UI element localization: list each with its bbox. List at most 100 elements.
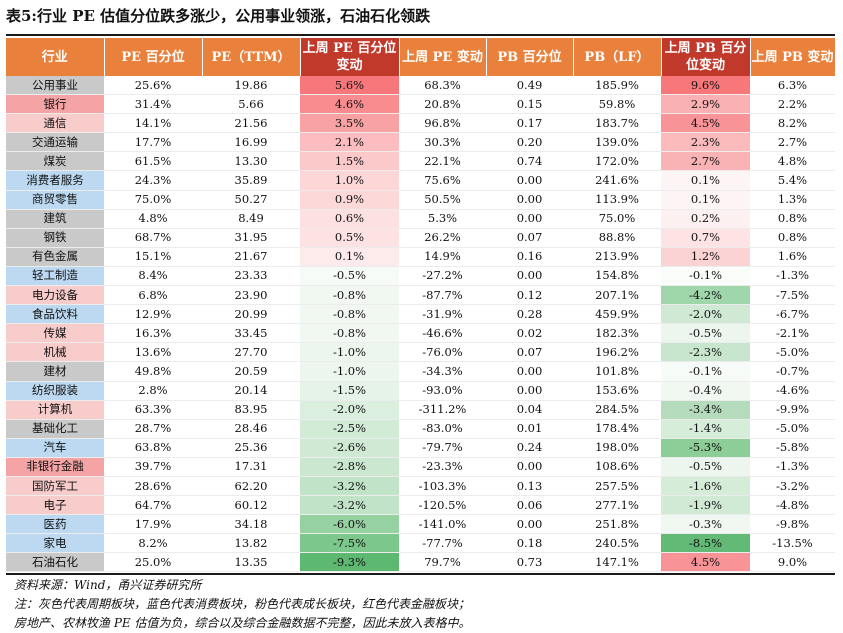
pb-chg-cell: -6.7% [775,306,810,321]
pe-cell: 13.30 [234,153,268,168]
header-pe-chg: 上周 PE 变动 [399,38,487,76]
pb-pct-cell: 0.00 [516,268,543,283]
pe-chg-cell: -77.7% [422,535,463,550]
pe-chg-cell: -27.2% [422,268,463,283]
pe-chg-cell: 14.9% [424,249,461,264]
pb-cell: 240.5% [595,535,639,550]
industry-cell: 计算机 [6,400,104,420]
pe-cell: 8.49 [238,211,264,226]
industry-cell: 国防军工 [6,476,104,496]
industry-cell: 纺织服装 [6,381,104,401]
pb-pct-chg-cell: 2.3% [661,132,750,152]
pb-chg-cell: -9.8% [775,516,810,531]
pe-cell: 35.89 [234,173,268,188]
pb-pct-cell: 0.49 [516,77,543,92]
pb-pct-cell: 0.74 [516,153,543,168]
pe-pct-cell: 6.8% [138,287,168,302]
industry-cell: 通信 [6,113,104,133]
table-row: 计算机 63.3% 83.95 -2.0% -311.2% 0.04 284.5% -3.4%… [6,400,835,420]
pe-chg-cell: -76.0% [422,344,463,359]
pb-cell: 153.6% [595,383,639,398]
pb-cell: 154.8% [595,268,639,283]
pe-chg-cell: 5.3% [427,211,458,226]
industry-cell: 交通运输 [6,132,104,152]
industry-cell: 商贸零售 [6,190,104,210]
pe-cell: 33.45 [234,325,268,340]
pe-pct-cell: 61.5% [134,153,172,168]
pe-cell: 5.66 [238,96,264,111]
pb-chg-cell: 1.3% [777,192,808,207]
pb-pct-chg-cell: -1.9% [661,495,750,515]
pe-pct-cell: 16.3% [134,325,172,340]
pb-pct-cell: 0.00 [516,211,543,226]
pb-cell: 251.8% [595,516,639,531]
table-row: 通信 14.1% 21.56 3.5% 96.8% 0.17 183.7% 4.5% 8.2% [6,113,835,133]
pb-pct-chg-cell: -1.6% [661,476,750,496]
pb-pct-cell: 0.07 [516,344,543,359]
note-line-2: 房地产、农林牧渔 PE 估值为负，综合以及综合金融数据不完整，因此未放入表格中。 [14,616,471,630]
table-row: 家电 8.2% 13.82 -7.5% -77.7% 0.18 240.5% -8.5% -13… [6,533,835,553]
valuation-table: 行业 PE 百分位 PE（TTM） 上周 PE 百分位变动 上周 PE 变动 P… [6,38,836,572]
pe-cell: 60.12 [234,497,268,512]
pe-pct-chg-cell: 1.0% [300,170,399,191]
pb-pct-chg-cell: -1.4% [661,419,750,439]
pb-cell: 277.1% [595,497,639,512]
industry-cell: 传媒 [6,323,104,343]
bottom-rule [6,573,835,575]
pe-chg-cell: -103.3% [418,478,467,493]
pe-pct-chg-cell: 2.1% [300,132,399,152]
pb-chg-cell: -5.8% [775,440,810,455]
pe-pct-cell: 24.3% [134,173,172,188]
table-body: 公用事业 25.6% 19.86 5.6% 68.3% 0.49 185.9% 9.6% 6.3… [6,76,835,572]
pb-chg-cell: -5.0% [775,344,810,359]
pe-chg-cell: 30.3% [424,134,461,149]
pb-pct-chg-cell: 0.7% [661,228,750,248]
pb-pct-cell: 0.04 [516,402,543,417]
industry-cell: 电力设备 [6,285,104,305]
pe-cell: 13.35 [234,554,268,569]
pb-cell: 139.0% [595,134,639,149]
table-row: 纺织服装 2.8% 20.14 -1.5% -93.0% 0.00 153.6% -0.4% -… [6,381,835,401]
pb-cell: 178.4% [595,421,639,436]
industry-cell: 食品饮料 [6,304,104,324]
pb-pct-cell: 0.15 [516,96,543,111]
pb-chg-cell: -4.8% [775,497,810,512]
pe-pct-cell: 8.2% [138,535,168,550]
pe-chg-cell: 75.6% [424,173,461,188]
pb-pct-cell: 0.00 [516,459,543,474]
pe-chg-cell: -120.5% [418,497,467,512]
pe-pct-cell: 17.9% [134,516,172,531]
pe-pct-chg-cell: -2.8% [300,457,399,477]
pb-pct-cell: 0.01 [516,421,543,436]
pe-cell: 16.99 [234,134,268,149]
table-row: 传媒 16.3% 33.45 -0.8% -46.6% 0.02 182.3% -0.5% -2… [6,323,835,343]
industry-cell: 有色金属 [6,247,104,267]
header-row: 行业 PE 百分位 PE（TTM） 上周 PE 百分位变动 上周 PE 变动 P… [6,38,836,76]
pb-pct-chg-cell: -0.1% [661,266,750,286]
pe-cell: 28.46 [234,421,268,436]
pb-cell: 108.6% [595,459,639,474]
pe-pct-cell: 13.6% [134,344,172,359]
pb-pct-cell: 0.07 [516,230,543,245]
pb-pct-chg-cell: 0.1% [661,190,750,210]
pe-chg-cell: 22.1% [424,153,461,168]
notes: 资料来源：Wind，甬兴证券研究所 注：灰色代表周期板块，蓝色代表消费板块，粉色… [14,576,470,633]
pb-chg-cell: 1.6% [777,249,808,264]
pb-chg-cell: 4.8% [777,153,808,168]
pe-pct-chg-cell: -0.8% [300,323,399,343]
pb-pct-chg-cell: -0.1% [661,361,750,381]
pe-chg-cell: -87.7% [422,287,463,302]
industry-cell: 石油石化 [6,552,104,572]
pe-chg-cell: 26.2% [424,230,461,245]
pe-pct-cell: 49.8% [134,363,172,378]
pe-chg-cell: -23.3% [422,459,463,474]
pb-pct-chg-cell: 4.5% [661,552,750,572]
header-pb-chg: 上周 PB 变动 [750,38,836,76]
table-row: 电力设备 6.8% 23.90 -0.8% -87.7% 0.12 207.1% -4.2% -… [6,285,835,305]
pb-chg-cell: 6.3% [777,77,808,92]
pb-chg-cell: 5.4% [777,173,808,188]
pe-chg-cell: 96.8% [424,115,461,130]
table-title: 表5:行业 PE 估值分位跌多涨少，公用事业领涨，石油石化领跌 [6,7,431,25]
pe-chg-cell: -83.0% [422,421,463,436]
table-row: 机械 13.6% 27.70 -1.0% -76.0% 0.07 196.2% -2.3% -5… [6,342,835,362]
